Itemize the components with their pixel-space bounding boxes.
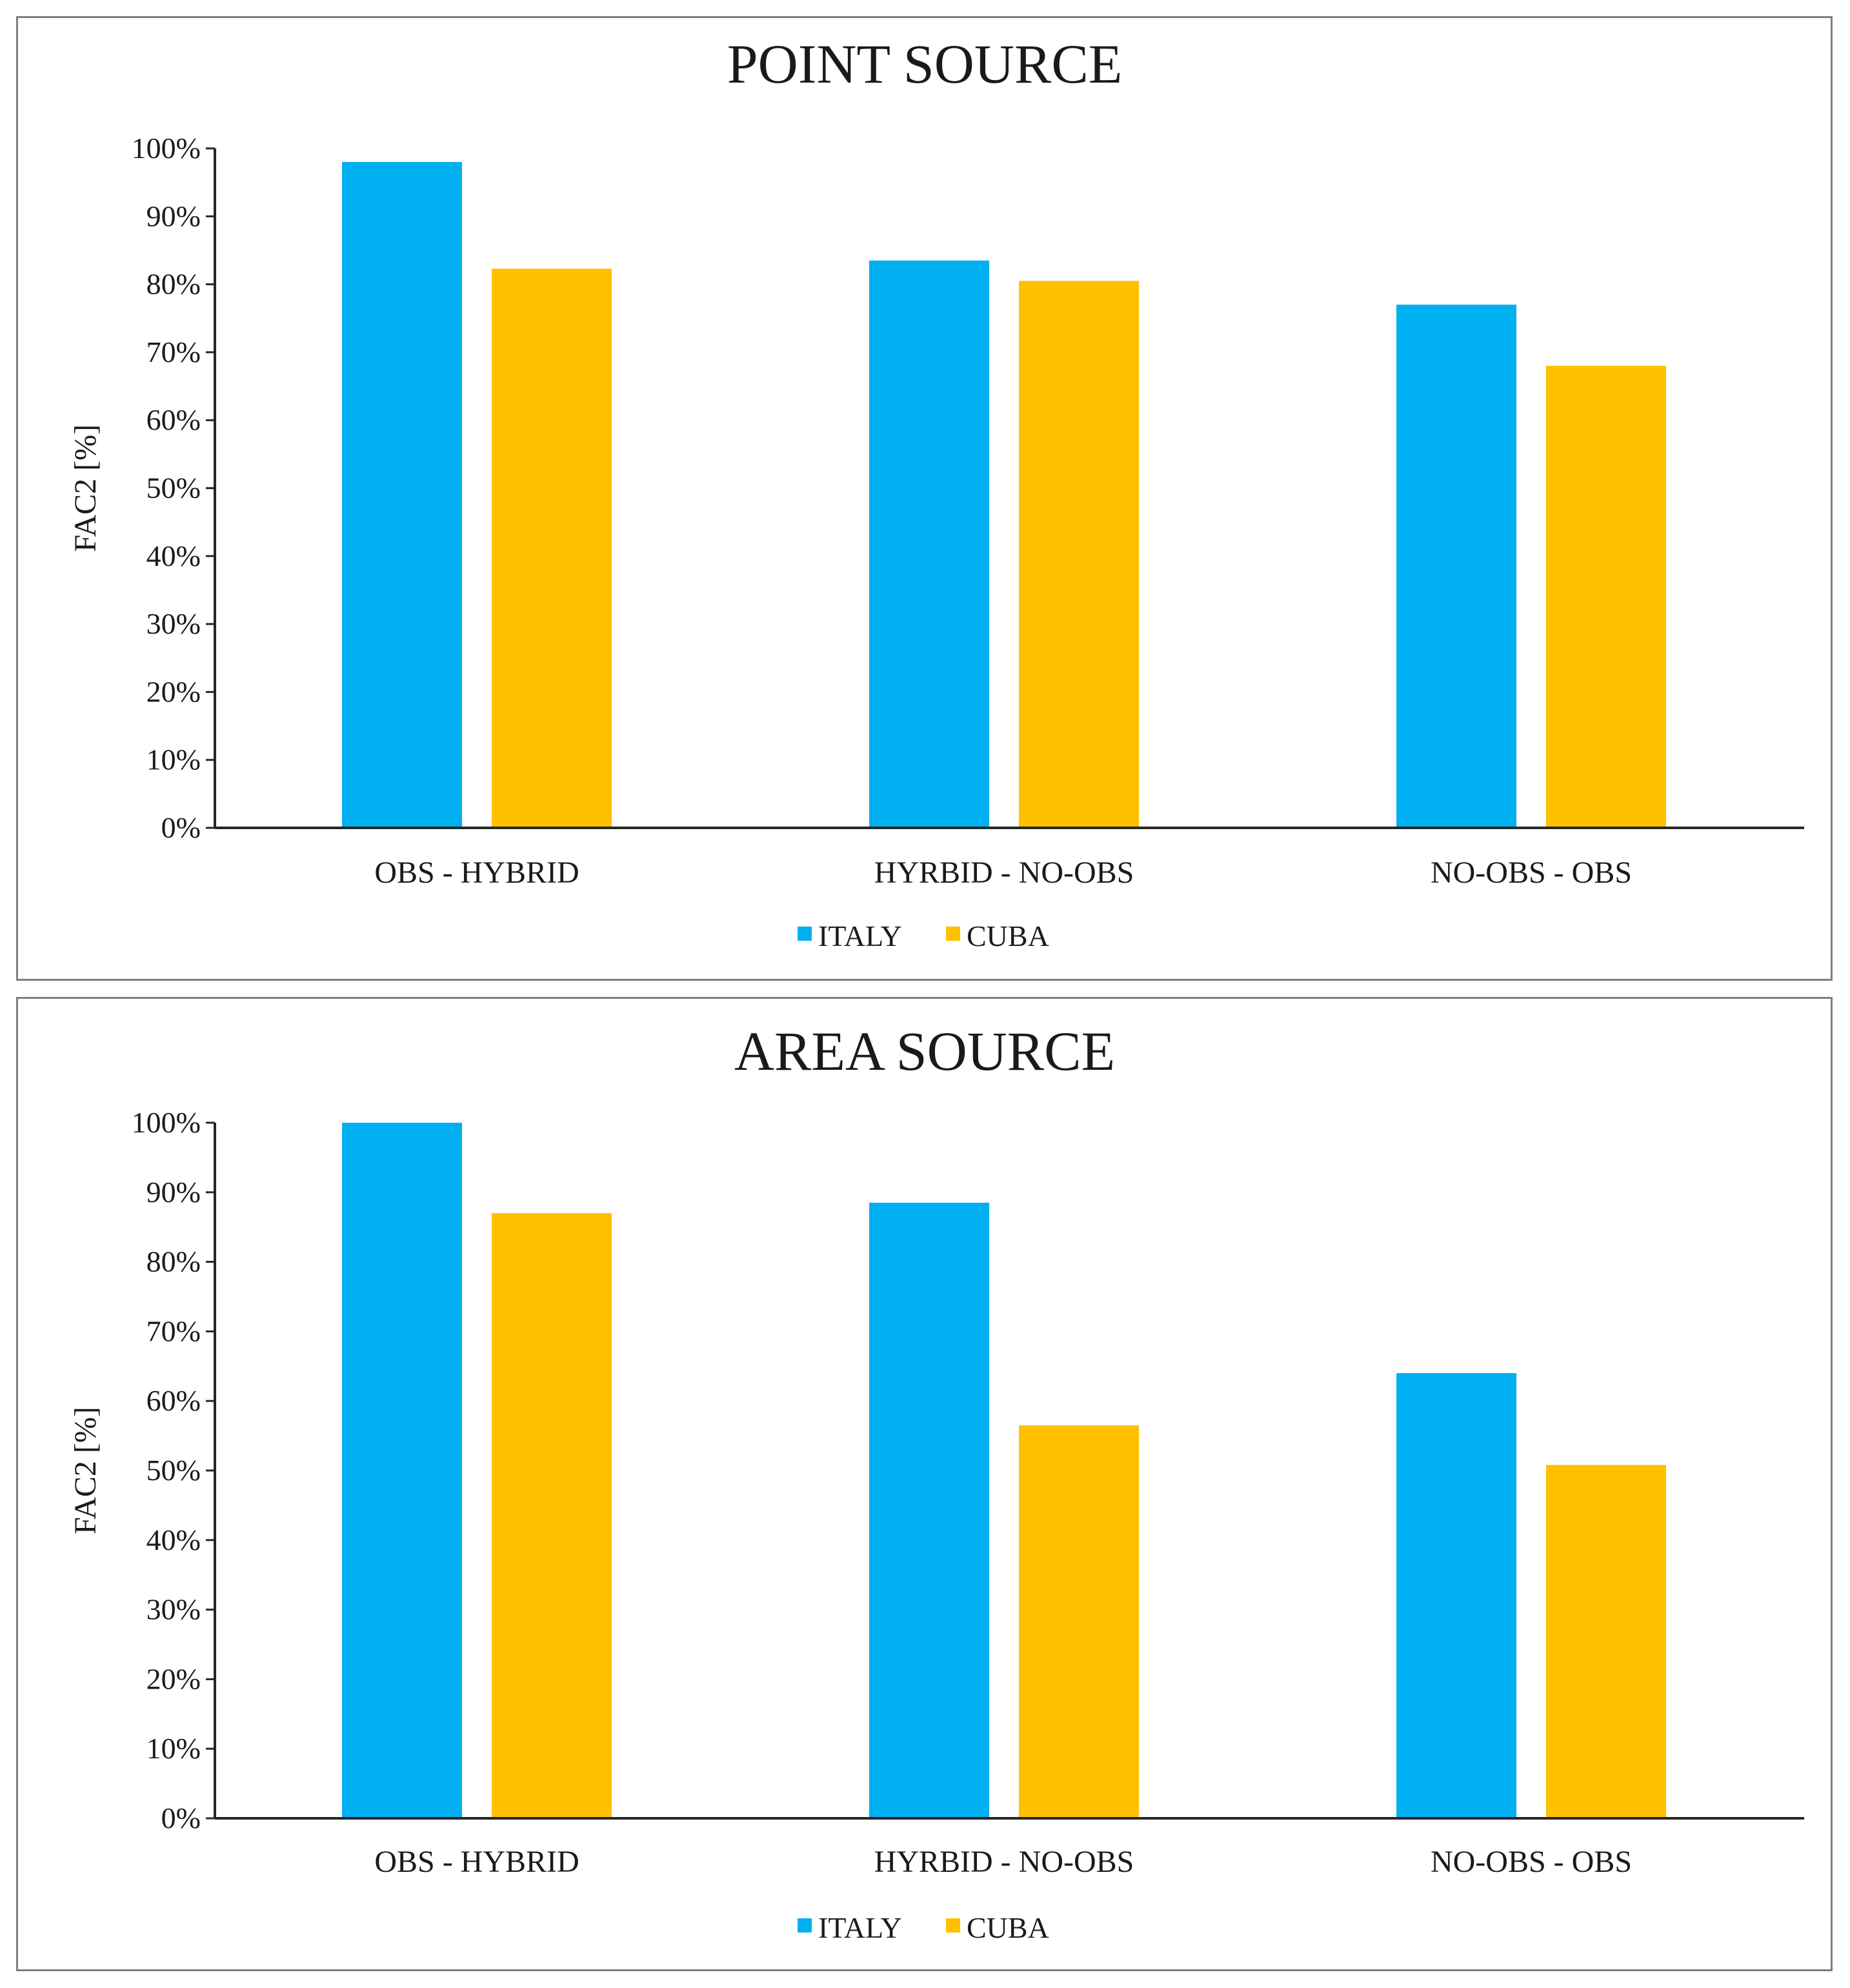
y-axis-label: FAC2 [%]: [68, 1407, 103, 1534]
bar-italy-3: [1396, 305, 1516, 828]
area-source-chart-panel: AREA SOURCE FAC2 [%] 0% 10% 20% 30% 40% 50% 60% 7…: [16, 997, 1833, 1971]
y-tick-label: 60%: [146, 403, 201, 436]
y-tick-label: 60%: [146, 1384, 201, 1417]
x-category-label: HYRBID - NO-OBS: [874, 856, 1134, 890]
chart-title: AREA SOURCE: [734, 1020, 1115, 1082]
area-source-chart: AREA SOURCE FAC2 [%] 0% 10% 20% 30% 40% 50% 60% 7…: [68, 1020, 1804, 1944]
bar-italy-3: [1396, 1373, 1516, 1818]
y-tick-label: 70%: [146, 1314, 201, 1347]
x-category-label: NO-OBS - OBS: [1431, 1845, 1632, 1879]
point-source-chart-panel: POINT SOURCE FAC2 [%] 0% 10% 20% 30% 40% 50% 60%…: [16, 16, 1833, 981]
legend-label-cuba: CUBA: [967, 1911, 1049, 1944]
y-tick-label: 50%: [146, 472, 201, 505]
bar-cuba-1: [492, 268, 612, 828]
y-tick-label: 90%: [146, 1176, 201, 1209]
y-tick-label: 0%: [161, 811, 201, 844]
legend-label-cuba: CUBA: [967, 919, 1049, 952]
y-tick-label: 100%: [132, 1106, 201, 1139]
bar-cuba-1: [492, 1213, 612, 1818]
x-category-label: OBS - HYBRID: [374, 1845, 579, 1879]
bar-cuba-3: [1546, 1465, 1666, 1818]
y-tick-label: 20%: [146, 1662, 201, 1695]
y-tick-label: 50%: [146, 1454, 201, 1487]
legend-swatch-italy: [798, 1918, 812, 1933]
bar-cuba-3: [1546, 365, 1666, 828]
legend-swatch-cuba: [946, 1918, 960, 1933]
bar-italy-2: [869, 260, 989, 828]
y-axis-label: FAC2 [%]: [68, 425, 103, 552]
y-tick-label: 10%: [146, 743, 201, 776]
y-tick-label: 80%: [146, 1245, 201, 1278]
legend-swatch-cuba: [946, 927, 960, 941]
legend-label-italy: ITALY: [818, 1911, 902, 1944]
y-tick-label: 10%: [146, 1732, 201, 1765]
y-tick-label: 100%: [132, 132, 201, 165]
bar-italy-1: [342, 1123, 462, 1818]
bar-italy-1: [342, 162, 462, 828]
y-tick-label: 0%: [161, 1802, 201, 1834]
legend-label-italy: ITALY: [818, 919, 902, 952]
y-tick-label: 70%: [146, 336, 201, 368]
y-tick-label: 30%: [146, 607, 201, 640]
bar-italy-2: [869, 1202, 989, 1818]
x-category-label: NO-OBS - OBS: [1431, 856, 1632, 890]
legend-swatch-italy: [798, 927, 812, 941]
y-tick-label: 80%: [146, 268, 201, 301]
y-tick-label: 30%: [146, 1593, 201, 1626]
point-source-chart: POINT SOURCE FAC2 [%] 0% 10% 20% 30% 40% 50% 60%…: [68, 33, 1804, 952]
y-tick-label: 20%: [146, 675, 201, 708]
y-tick-label: 90%: [146, 199, 201, 232]
y-tick-label: 40%: [146, 1523, 201, 1556]
y-tick-label: 40%: [146, 539, 201, 572]
x-category-label: OBS - HYBRID: [374, 856, 579, 890]
x-category-label: HYRBID - NO-OBS: [874, 1845, 1134, 1879]
bar-cuba-2: [1019, 1425, 1139, 1818]
bar-cuba-2: [1019, 281, 1139, 828]
chart-title: POINT SOURCE: [727, 33, 1122, 95]
